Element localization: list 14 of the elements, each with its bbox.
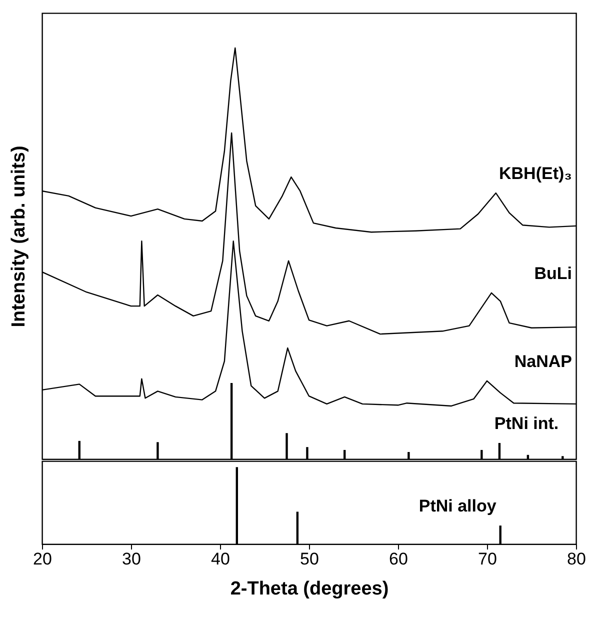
- x-tick-label: 60: [389, 550, 408, 568]
- series-label: NaNAP: [514, 352, 572, 371]
- x-tick-label: 70: [478, 550, 497, 568]
- x-tick-label: 20: [33, 550, 52, 568]
- x-axis-title: 2-Theta (degrees): [230, 578, 389, 600]
- series-label: KBH(Et)₃: [498, 164, 572, 184]
- series-label: PtNi int.: [494, 414, 559, 433]
- x-tick-label: 50: [300, 550, 319, 568]
- y-axis-title: Intensity (arb. units): [8, 146, 30, 328]
- x-tick-label: 80: [567, 550, 586, 568]
- series-label: PtNi alloy: [418, 496, 497, 516]
- x-tick-label: 30: [122, 550, 141, 568]
- text: BuLi: [534, 264, 572, 283]
- x-tick-label: 40: [211, 550, 230, 568]
